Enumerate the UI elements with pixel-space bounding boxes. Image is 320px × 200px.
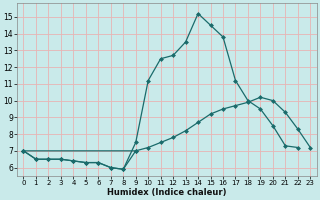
- X-axis label: Humidex (Indice chaleur): Humidex (Indice chaleur): [107, 188, 227, 197]
